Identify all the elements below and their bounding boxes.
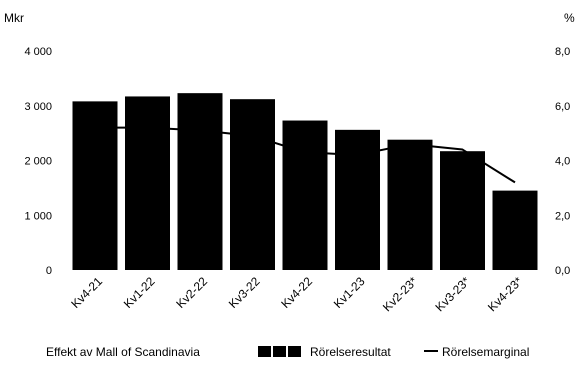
left-tick-label: 2 000	[24, 156, 52, 168]
category-label: Kv2-23*	[380, 274, 420, 314]
line-series	[95, 126, 516, 184]
legend-box-1	[258, 346, 271, 357]
category-label: Kv2-22	[173, 274, 210, 311]
legend-label-rorelsemarginal: Rörelsemarginal	[442, 345, 529, 359]
bar	[177, 93, 223, 270]
bar	[282, 120, 328, 270]
right-axis-unit-label: %	[564, 11, 575, 25]
category-label: Kv3-22	[226, 274, 263, 311]
bar	[387, 139, 433, 270]
left-tick-label: 3 000	[24, 101, 52, 113]
right-tick-label: 8,0	[555, 46, 570, 58]
bar	[492, 190, 538, 270]
right-axis-ticks: 0,0 2,0 4,0 6,0 8,0	[555, 46, 570, 277]
right-tick-label: 2,0	[555, 210, 570, 222]
legend-box-3	[288, 346, 301, 357]
left-tick-label: 4 000	[24, 46, 52, 58]
right-tick-label: 6,0	[555, 101, 570, 113]
category-label: Kv3-23*	[433, 274, 473, 314]
bar	[72, 101, 118, 271]
left-tick-label: 0	[46, 265, 52, 277]
category-label: Kv4-21	[68, 274, 105, 311]
left-tick-label: 1 000	[24, 210, 52, 222]
right-tick-label: 0,0	[555, 265, 570, 277]
bar	[230, 99, 275, 271]
legend-label-effekt: Effekt av Mall of Scandinavia	[46, 345, 200, 359]
left-axis-unit-label: Mkr	[4, 11, 24, 25]
bar	[125, 96, 170, 270]
bar-series	[72, 93, 538, 271]
category-label: Kv4-23*	[485, 274, 525, 314]
legend-label-rorelseresultat: Rörelseresultat	[310, 345, 391, 359]
category-label: Kv4-22	[278, 274, 315, 311]
category-labels: Kv4-21 Kv1-22 Kv2-22 Kv3-22 Kv4-22 Kv1-23 Kv2-…	[68, 274, 525, 314]
category-label: Kv1-22	[121, 274, 158, 311]
bar	[440, 151, 485, 270]
legend: Effekt av Mall of Scandinavia Rörelseres…	[46, 345, 529, 359]
left-axis-ticks: 0 1 000 2 000 3 000 4 000	[24, 46, 52, 277]
bar	[335, 129, 380, 270]
category-label: Kv1-23	[331, 274, 368, 311]
right-tick-label: 4,0	[555, 156, 570, 168]
margin-line	[95, 126, 516, 184]
legend-box-2	[273, 346, 286, 357]
